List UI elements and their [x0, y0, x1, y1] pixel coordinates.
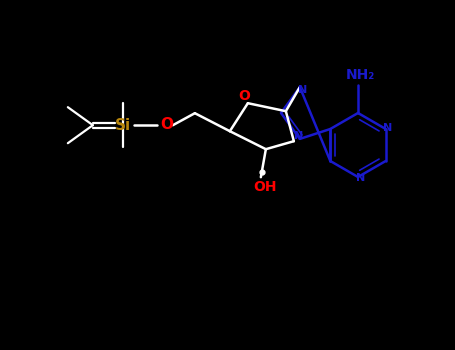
Text: O: O [238, 89, 250, 103]
Text: N: N [294, 131, 303, 141]
Text: O: O [160, 117, 173, 132]
Text: N: N [298, 85, 308, 95]
Text: N: N [356, 173, 366, 183]
Text: Si: Si [115, 118, 131, 133]
Text: N: N [383, 123, 392, 133]
Text: NH₂: NH₂ [345, 68, 374, 82]
Text: OH: OH [253, 180, 277, 194]
